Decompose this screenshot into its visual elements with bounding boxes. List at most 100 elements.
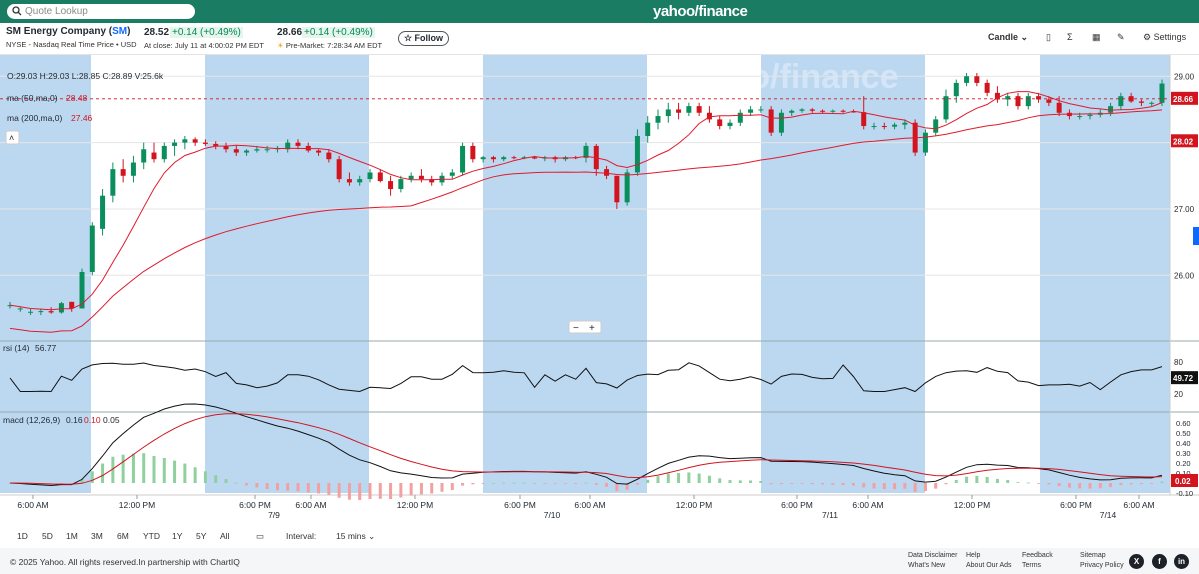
macd-histogram-bar <box>769 483 773 485</box>
feedback-link[interactable]: Feedback <box>1022 552 1053 559</box>
macd-histogram-bar <box>162 457 166 483</box>
range-5d[interactable]: 5D <box>42 531 53 541</box>
macd-histogram-bar <box>306 483 310 493</box>
x-tick-label: 6:00 AM <box>852 500 883 510</box>
candle <box>460 145 466 173</box>
calendar-icon[interactable]: ▭ <box>256 531 265 541</box>
range-5y[interactable]: 5Y <box>196 531 207 541</box>
candle <box>336 159 342 180</box>
macd-histogram-bar <box>440 483 444 492</box>
session-shade <box>0 55 91 493</box>
gear-icon: ⚙ <box>1143 32 1152 42</box>
chart-type-dropdown[interactable]: Candle ⌄ <box>988 32 1029 42</box>
whats-new-link[interactable]: What's New <box>908 562 946 569</box>
macd-histogram-bar <box>985 477 989 483</box>
x-icon[interactable]: X <box>1129 554 1144 569</box>
macd-histogram-bar <box>70 483 74 484</box>
collapse-button[interactable] <box>5 130 20 145</box>
macd-histogram-bar <box>1016 482 1020 483</box>
macd-histogram-bar <box>944 483 948 485</box>
candle <box>449 172 455 176</box>
rsi-value: 56.77 <box>35 343 57 353</box>
help-link[interactable]: Help <box>966 552 981 559</box>
macd-histogram-bar <box>286 483 290 491</box>
candle <box>748 109 754 113</box>
side-tab[interactable] <box>1193 227 1199 245</box>
macd-histogram-bar <box>245 483 249 486</box>
macd-histogram-bar <box>1006 480 1010 483</box>
macd-histogram-bar <box>234 482 238 484</box>
follow-button[interactable]: ☆ Follow <box>398 31 449 46</box>
about-ads-link[interactable]: About Our Ads <box>966 562 1012 569</box>
candle <box>429 179 435 183</box>
candle <box>110 169 116 196</box>
draw-icon[interactable]: ✎ <box>1117 32 1125 42</box>
macd-histogram-bar <box>265 483 269 490</box>
range-6m[interactable]: 6M <box>117 531 129 541</box>
zoom-in-icon: + <box>589 323 595 334</box>
macd-histogram-bar <box>1098 483 1102 489</box>
macd-histogram-bar <box>841 483 845 486</box>
candle <box>984 82 990 93</box>
range-1y[interactable]: 1Y <box>172 531 183 541</box>
search-input[interactable]: Quote Lookup <box>7 4 195 19</box>
data-disclaimer-link[interactable]: Data Disclaimer <box>908 552 958 559</box>
range-1m[interactable]: 1M <box>66 531 78 541</box>
macd-histogram-bar <box>1078 483 1082 489</box>
session-shade <box>483 55 647 493</box>
macd-histogram-bar <box>954 479 958 483</box>
macd-histogram-bar <box>903 483 907 489</box>
range-all[interactable]: All <box>220 531 230 541</box>
candle <box>17 308 23 310</box>
candle <box>367 172 373 180</box>
settings-button[interactable]: ⚙ Settings <box>1143 32 1187 42</box>
macd-histogram-bar <box>872 483 876 489</box>
macd-histogram-bar <box>1067 483 1071 488</box>
candle <box>922 132 928 153</box>
price-chart[interactable]: yahoo/finance29.0028.0027.0026.0028.6628… <box>0 55 1199 520</box>
yahoo-finance-logo[interactable]: yahoo/finance <box>653 3 748 20</box>
interval-dropdown[interactable]: 15 mins ⌄ <box>336 531 376 541</box>
candle <box>398 179 404 190</box>
facebook-icon[interactable]: f <box>1152 554 1167 569</box>
candle <box>604 169 610 176</box>
session-shade <box>205 55 369 493</box>
macd-tick-label: -0.10 <box>1176 489 1193 498</box>
privacy-link[interactable]: Privacy Policy <box>1080 562 1124 569</box>
macd-histogram-bar <box>635 483 639 485</box>
candle <box>120 169 126 176</box>
candle <box>1138 101 1144 103</box>
indicators-icon[interactable]: Σ <box>1067 32 1073 42</box>
events-icon[interactable]: ▦ <box>1092 32 1101 42</box>
compare-icon[interactable]: ▯ <box>1046 32 1051 42</box>
date-tick-label: 7/10 <box>544 510 561 520</box>
candle <box>233 149 239 153</box>
range-3m[interactable]: 3M <box>91 531 103 541</box>
macd-histogram-bar <box>1129 483 1133 485</box>
range-ytd[interactable]: YTD <box>143 531 160 541</box>
candle <box>69 301 75 309</box>
zoom-controls[interactable] <box>568 320 602 334</box>
range-1d[interactable]: 1D <box>17 531 28 541</box>
terms-link[interactable]: Terms <box>1022 562 1042 569</box>
linkedin-icon[interactable]: in <box>1174 554 1189 569</box>
macd-histogram-bar <box>707 475 711 483</box>
rsi-label: rsi (14) <box>3 343 30 353</box>
candle <box>655 116 661 123</box>
sitemap-link[interactable]: Sitemap <box>1080 552 1106 559</box>
candle <box>583 145 589 158</box>
candle <box>1005 96 1011 100</box>
macd-histogram-bar <box>450 483 454 491</box>
candle <box>758 109 764 111</box>
macd-histogram-bar <box>111 456 115 483</box>
close-price: 28.52 <box>144 27 170 38</box>
macd-histogram-bar <box>337 483 341 498</box>
macd-hist-value: 0.05 <box>103 415 120 425</box>
company-name: SM Energy Company (SM) <box>6 26 131 37</box>
candle <box>141 149 147 163</box>
chevron-down-icon: ⌄ <box>1020 32 1029 42</box>
plus-icon: ☆ <box>403 33 415 43</box>
search-icon <box>12 6 22 16</box>
candle <box>768 109 774 133</box>
x-tick-label: 6:00 PM <box>504 500 536 510</box>
